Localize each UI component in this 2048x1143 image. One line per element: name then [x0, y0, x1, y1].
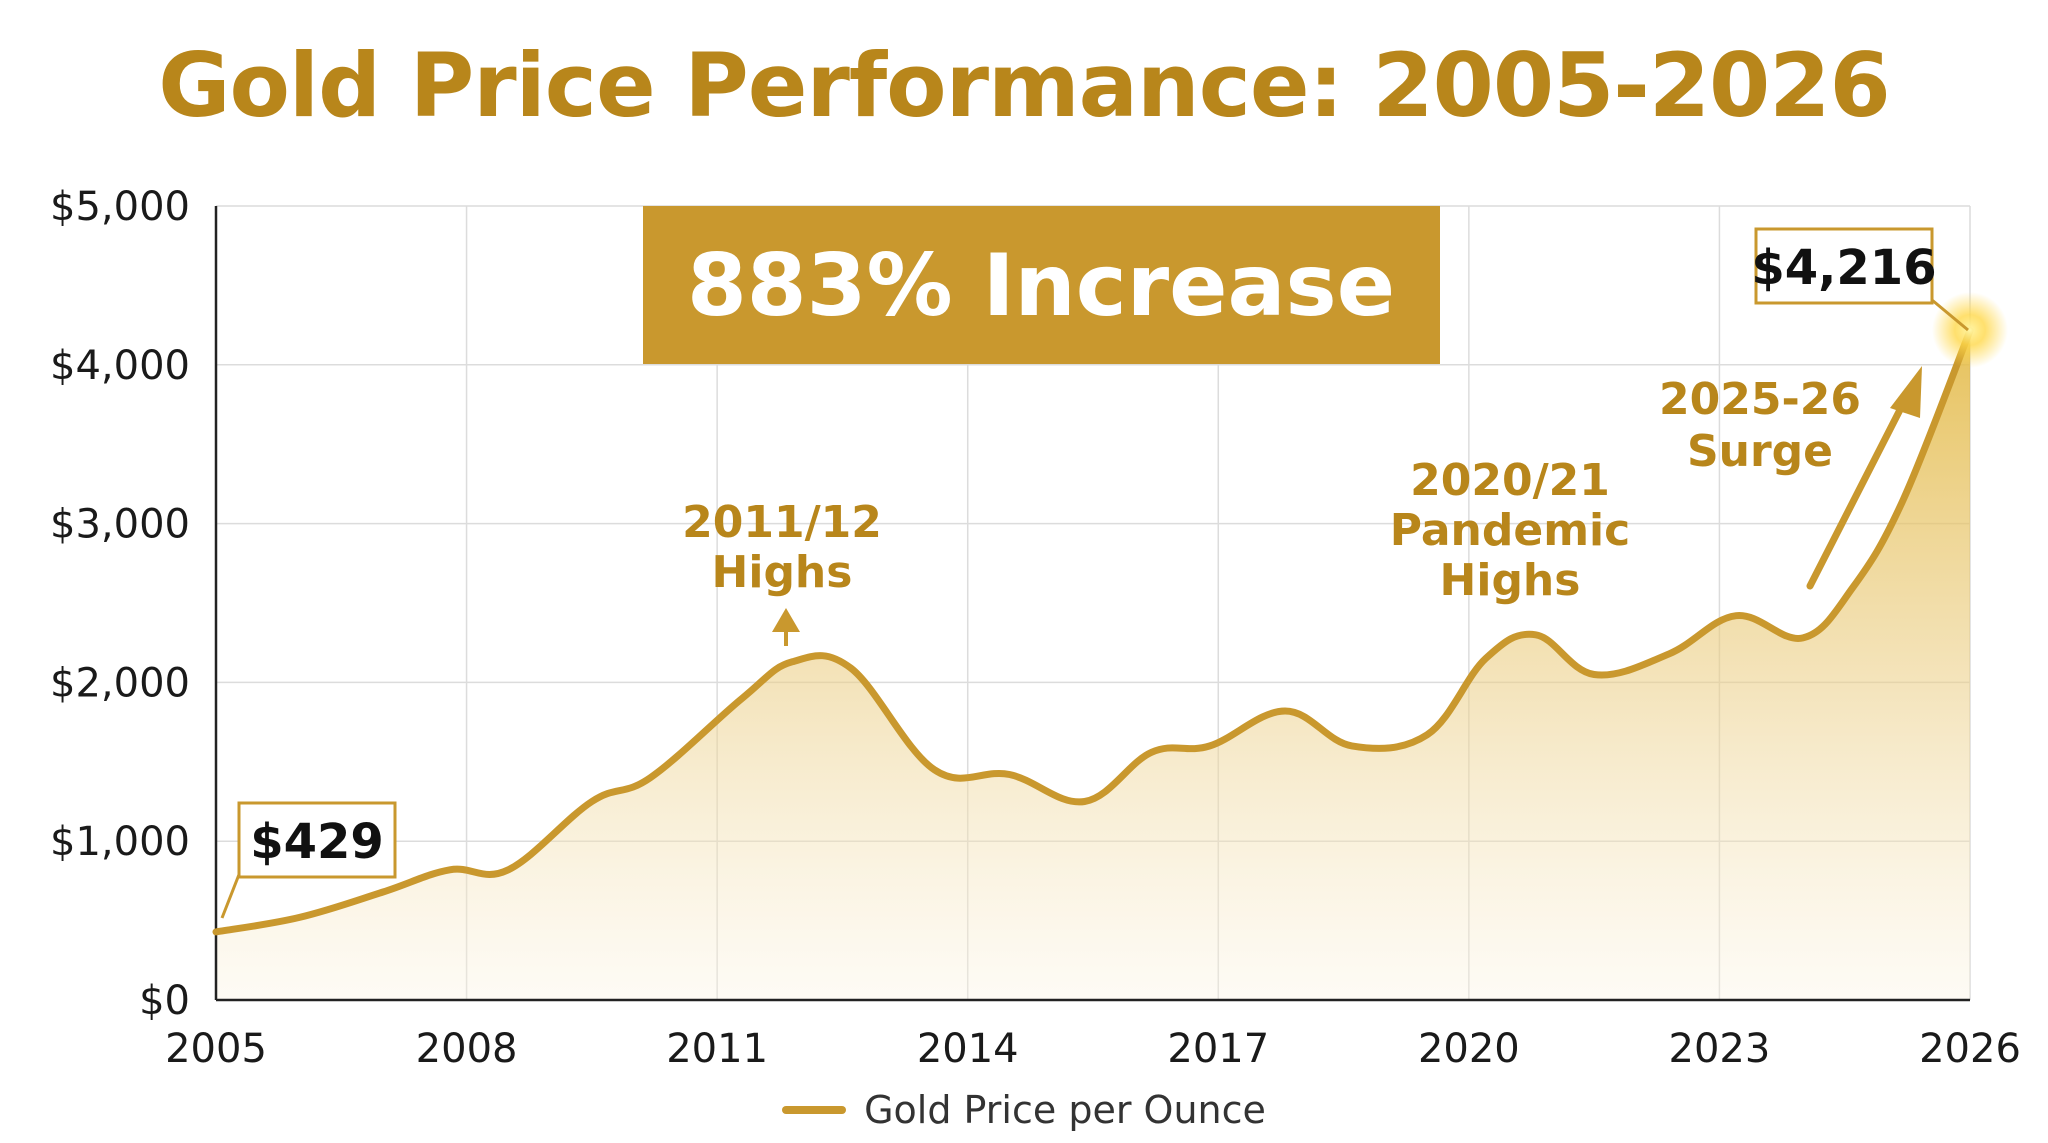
y-tick-label: $0 — [139, 978, 190, 1024]
arrow-shaft-surge — [1806, 396, 1909, 590]
x-tick-label: 2005 — [165, 1026, 267, 1072]
x-tick-label: 2020 — [1418, 1026, 1520, 1072]
x-tick-label: 2023 — [1669, 1026, 1771, 1072]
x-tick-label: 2014 — [917, 1026, 1019, 1072]
x-tick-label: 2026 — [1919, 1026, 2021, 1072]
end-callout: $4,216 — [1751, 227, 1969, 332]
annotation-surge-line2: Surge — [1687, 426, 1833, 477]
annotation-pandemic-highs: 2020/21 Pandemic Highs — [1390, 455, 1630, 606]
x-tick-label: 2008 — [416, 1026, 518, 1072]
end-callout-text: $4,216 — [1751, 240, 1936, 296]
y-tick-label: $1,000 — [50, 819, 190, 865]
y-tick-label: $2,000 — [50, 660, 190, 706]
legend-label: Gold Price per Ounce — [864, 1088, 1266, 1132]
end-glow — [1932, 292, 2008, 368]
x-tick-label: 2011 — [666, 1026, 768, 1072]
banner-text: 883% Increase — [687, 236, 1395, 336]
y-tick-label: $5,000 — [50, 184, 190, 230]
annotation-2011-line1: 2011/12 — [682, 497, 882, 548]
series-line-gold-price — [212, 327, 1974, 936]
annotation-2011-highs: 2011/12 Highs — [682, 497, 882, 646]
annotation-pandemic-line3: Highs — [1440, 555, 1581, 606]
legend-swatch — [782, 1106, 847, 1114]
x-tick-label: 2017 — [1167, 1026, 1269, 1072]
x-axis-ticks: 2005 2008 2011 2014 2017 2020 2023 2026 — [165, 1026, 2021, 1072]
y-axis-ticks: $0 $1,000 $2,000 $3,000 $4,000 $5,000 — [50, 184, 190, 1024]
annotation-2011-line2: Highs — [712, 547, 853, 598]
axes — [214, 206, 1970, 1002]
area-fill — [216, 330, 1970, 1000]
start-callout: $429 — [220, 801, 397, 919]
annotation-surge-line1: 2025-26 — [1659, 374, 1861, 425]
annotation-pandemic-line1: 2020/21 — [1410, 455, 1610, 506]
start-callout-text: $429 — [250, 814, 384, 870]
increase-banner: 883% Increase — [643, 206, 1440, 364]
legend: Gold Price per Ounce — [0, 1088, 2048, 1132]
chart-title: Gold Price Performance: 2005-2026 — [158, 34, 1891, 137]
y-tick-label: $3,000 — [50, 502, 190, 548]
annotation-pandemic-line2: Pandemic — [1390, 505, 1630, 556]
arrow-up-right-icon — [1890, 366, 1922, 418]
y-tick-label: $4,000 — [50, 343, 190, 389]
annotation-surge: 2025-26 Surge — [1659, 366, 1922, 590]
arrow-up-icon — [772, 608, 800, 632]
